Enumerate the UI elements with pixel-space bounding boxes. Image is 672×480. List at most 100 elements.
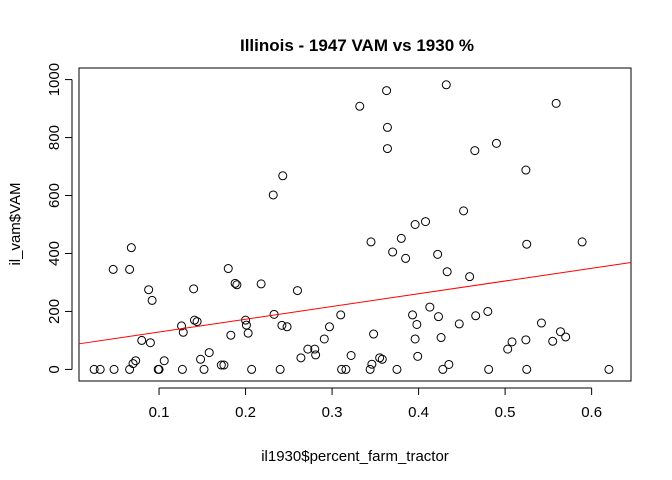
data-point bbox=[522, 364, 532, 374]
data-point bbox=[346, 350, 356, 360]
data-point bbox=[126, 243, 136, 253]
data-point bbox=[230, 278, 240, 288]
data-point bbox=[436, 333, 446, 343]
data-point bbox=[561, 332, 571, 342]
data-point bbox=[548, 336, 558, 346]
data-point bbox=[503, 344, 513, 354]
data-point bbox=[216, 360, 226, 370]
data-point bbox=[199, 364, 209, 374]
data-point bbox=[408, 310, 418, 320]
data-point bbox=[232, 280, 242, 290]
data-point bbox=[196, 354, 206, 364]
data-point bbox=[310, 344, 320, 354]
data-point bbox=[604, 364, 614, 374]
y-tick-label: 1000 bbox=[46, 63, 63, 96]
data-point bbox=[410, 220, 420, 229]
data-point bbox=[108, 264, 118, 274]
data-point bbox=[355, 101, 365, 111]
data-point bbox=[367, 359, 377, 369]
y-tick-label: 400 bbox=[46, 241, 63, 266]
data-point bbox=[147, 295, 157, 305]
data-point bbox=[382, 144, 392, 154]
regression-line bbox=[78, 261, 632, 345]
data-point bbox=[341, 364, 351, 374]
x-tick-label: 0.4 bbox=[408, 404, 429, 421]
data-point bbox=[256, 279, 266, 289]
data-point bbox=[241, 320, 251, 330]
data-point bbox=[137, 335, 147, 345]
data-point bbox=[577, 237, 587, 247]
data-point bbox=[131, 356, 141, 366]
data-point bbox=[282, 322, 292, 332]
data-point bbox=[268, 190, 278, 200]
data-point bbox=[243, 328, 253, 338]
x-tick-label: 0.3 bbox=[322, 404, 343, 421]
data-point bbox=[401, 253, 411, 263]
data-point bbox=[392, 364, 402, 374]
data-point bbox=[125, 264, 135, 274]
x-axis-label: il1930$percent_farm_tractor bbox=[261, 448, 449, 465]
data-point bbox=[365, 364, 375, 374]
data-point bbox=[396, 233, 406, 243]
data-point bbox=[109, 364, 119, 374]
data-point bbox=[154, 364, 164, 374]
data-point bbox=[555, 327, 565, 337]
data-point bbox=[275, 364, 285, 374]
data-point bbox=[491, 138, 501, 148]
data-point bbox=[521, 335, 531, 345]
chart-title: Illinois - 1947 VAM vs 1930 % bbox=[240, 36, 474, 55]
data-point bbox=[425, 302, 435, 312]
data-point bbox=[296, 353, 306, 363]
data-point bbox=[438, 364, 448, 374]
x-tick-label: 0.2 bbox=[235, 404, 256, 421]
data-point bbox=[470, 146, 480, 156]
y-axis: 0 200 400 600 800 1000 bbox=[46, 63, 73, 374]
data-point bbox=[442, 267, 452, 277]
data-point bbox=[125, 364, 135, 374]
data-point bbox=[382, 122, 392, 132]
data-point bbox=[410, 334, 420, 344]
data-point bbox=[324, 322, 334, 332]
y-tick-label: 200 bbox=[46, 299, 63, 324]
data-point bbox=[277, 320, 287, 330]
data-point bbox=[412, 319, 422, 329]
data-point bbox=[177, 364, 187, 374]
data-point bbox=[471, 311, 481, 321]
data-point bbox=[219, 360, 229, 370]
x-tick-label: 0.6 bbox=[581, 404, 602, 421]
regression-line-group bbox=[78, 261, 632, 345]
data-point bbox=[366, 237, 376, 247]
data-point bbox=[247, 364, 257, 374]
data-point bbox=[454, 319, 464, 329]
scatter-points bbox=[89, 80, 614, 374]
y-tick-label: 800 bbox=[46, 125, 63, 150]
data-point bbox=[551, 98, 561, 108]
data-point bbox=[421, 217, 431, 227]
data-point bbox=[189, 284, 199, 294]
data-point bbox=[377, 354, 387, 364]
y-axis-label: il_vam$VAM bbox=[7, 182, 24, 265]
x-tick-label: 0.5 bbox=[495, 404, 516, 421]
data-point bbox=[223, 264, 233, 274]
data-point bbox=[444, 359, 454, 369]
data-point bbox=[226, 330, 236, 340]
data-point bbox=[177, 321, 187, 331]
data-point bbox=[465, 272, 475, 282]
data-point bbox=[382, 86, 392, 96]
data-point bbox=[507, 337, 517, 347]
data-point bbox=[311, 350, 321, 360]
plot-area-border bbox=[78, 67, 632, 382]
data-point bbox=[521, 165, 531, 175]
data-point bbox=[483, 306, 493, 316]
data-point bbox=[433, 312, 443, 322]
x-axis: 0.1 0.2 0.3 0.4 0.5 0.6 bbox=[149, 387, 602, 421]
data-point bbox=[375, 353, 385, 363]
data-point bbox=[292, 286, 302, 296]
data-point bbox=[441, 80, 451, 90]
x-tick-label: 0.1 bbox=[149, 404, 170, 421]
y-tick-label: 600 bbox=[46, 183, 63, 208]
data-point bbox=[144, 285, 154, 295]
data-point bbox=[536, 318, 546, 328]
data-point bbox=[159, 356, 169, 366]
